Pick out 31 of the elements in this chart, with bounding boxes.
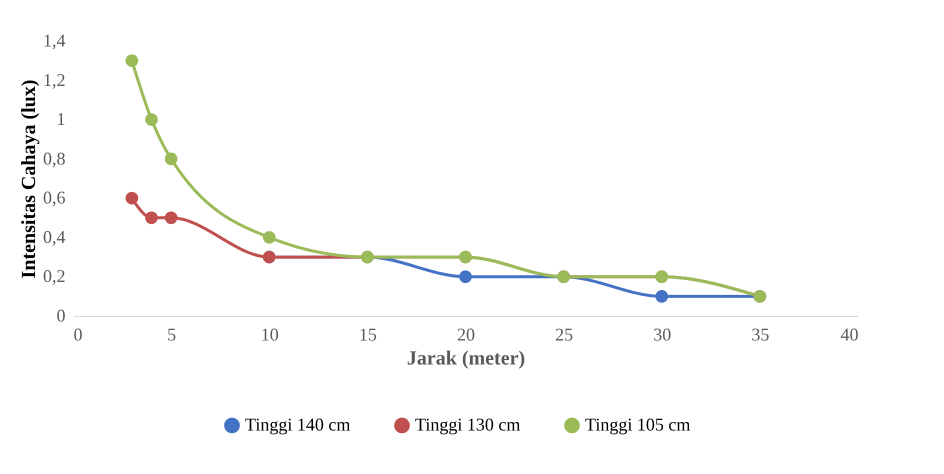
x-tick-label: 5 bbox=[167, 324, 176, 344]
y-tick-label: 0,8 bbox=[43, 148, 66, 168]
point bbox=[145, 211, 158, 224]
x-axis-title: Jarak (meter) bbox=[406, 348, 526, 370]
point bbox=[126, 54, 138, 67]
x-tick-label: 40 bbox=[840, 324, 858, 344]
point bbox=[164, 152, 178, 166]
x-tick-label: 25 bbox=[555, 324, 574, 344]
point bbox=[262, 231, 276, 244]
x-tick-label: 0 bbox=[74, 324, 82, 344]
point bbox=[459, 270, 472, 284]
legend-label: Tinggi 105 cm bbox=[585, 414, 690, 434]
x-tick-label: 15 bbox=[358, 324, 377, 344]
y-tick-label: 1,2 bbox=[43, 70, 66, 90]
point bbox=[164, 211, 178, 224]
x-tick-label: 10 bbox=[260, 324, 279, 344]
y-tick-label: 1,4 bbox=[43, 30, 66, 50]
point bbox=[145, 113, 158, 126]
y-tick-label: 0,4 bbox=[43, 226, 66, 247]
y-tick-label: 0,2 bbox=[43, 266, 66, 286]
x-tick-label: 35 bbox=[751, 324, 770, 344]
point bbox=[126, 192, 138, 204]
x-tick-label: 30 bbox=[653, 324, 672, 344]
y-tick-label: 1 bbox=[56, 109, 66, 130]
y-tick-label: 0,6 bbox=[43, 188, 66, 208]
point bbox=[655, 290, 668, 303]
x-tick-label: 20 bbox=[457, 324, 475, 344]
y-tick-label: 0 bbox=[56, 306, 66, 326]
legend-label: Tinggi 140 cm bbox=[245, 414, 350, 434]
y-axis-title: Intensitas Cahaya (lux) bbox=[18, 80, 40, 278]
legend-label: Tinggi 130 cm bbox=[415, 414, 520, 434]
